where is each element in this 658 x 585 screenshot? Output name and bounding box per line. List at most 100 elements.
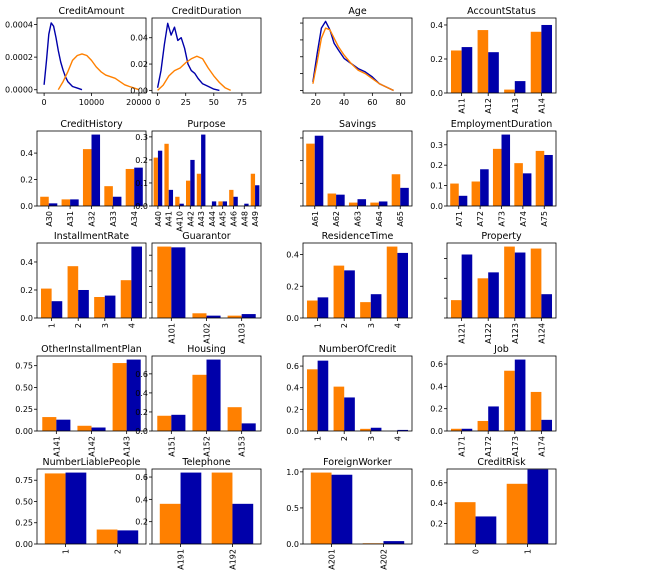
x-tick-label: A42 xyxy=(186,211,195,227)
bar-good-a49 xyxy=(255,185,260,206)
y-tick-label: 0.4 xyxy=(430,21,443,30)
bar-good-a48 xyxy=(244,203,249,206)
bar-bad-a122 xyxy=(477,278,489,318)
bar-good-a103 xyxy=(241,314,256,318)
bar-good-a191 xyxy=(180,472,202,544)
subplot-title: OtherInstallmentPlan xyxy=(41,344,142,355)
subplot-housing: Housing 0.0 0.2 0.4 0.6 A151 A152 A153 xyxy=(135,344,262,457)
bar-good-a73 xyxy=(501,134,511,206)
y-tick-label: 0.25 xyxy=(15,519,33,528)
density-line-bad xyxy=(312,27,394,92)
x-tick-label: A30 xyxy=(45,211,54,227)
y-tick-label: 0.0 xyxy=(430,89,443,98)
bar-bad-a410 xyxy=(175,196,180,206)
bar-bad-a153 xyxy=(227,407,242,431)
x-tick-label: A63 xyxy=(354,211,363,227)
y-tick-label: 0.6 xyxy=(135,473,148,482)
bar-bad-a172 xyxy=(477,420,489,431)
subplot-title: Purpose xyxy=(187,119,225,130)
y-tick-label: 0.25 xyxy=(15,405,33,414)
bar-good-a143 xyxy=(126,359,141,431)
y-tick-label: 0.2 xyxy=(20,286,33,295)
x-tick-label: A12 xyxy=(484,98,493,114)
bar-bad-a63 xyxy=(348,202,358,206)
x-tick-label: A65 xyxy=(396,211,405,227)
x-tick-label: 0 xyxy=(155,98,160,107)
subplot-title: NumberLiablePeople xyxy=(43,457,141,468)
x-tick-label: A31 xyxy=(66,211,75,227)
x-tick-label: 0 xyxy=(472,549,481,554)
bar-good-4 xyxy=(397,252,409,318)
x-tick-label: A13 xyxy=(511,98,520,114)
bar-good-a141 xyxy=(56,419,71,431)
axes-frame xyxy=(446,355,557,432)
x-tick-label: 40 xyxy=(339,98,349,107)
x-tick-label: A14 xyxy=(537,98,546,114)
subplot-title: Age xyxy=(348,6,367,17)
subplot-title: AccountStatus xyxy=(467,6,536,17)
x-tick-label: A143 xyxy=(123,436,132,457)
x-tick-label: A123 xyxy=(511,323,520,344)
y-tick-label: 0.2 xyxy=(135,518,148,527)
bar-bad-a32 xyxy=(82,149,92,206)
x-tick-label: 1 xyxy=(314,323,323,328)
bar-bad-a192 xyxy=(211,472,233,544)
bar-bad-a49 xyxy=(250,173,256,206)
bar-bad-a142 xyxy=(77,425,92,431)
bar-bad-a173 xyxy=(504,370,515,431)
axes-frame xyxy=(446,242,557,319)
axes-frame xyxy=(151,130,262,207)
axes-frame xyxy=(36,468,147,545)
bar-good-a72 xyxy=(480,169,489,206)
bar-good-a101 xyxy=(171,247,186,318)
y-tick-label: 0.0 xyxy=(286,427,299,436)
bar-good-1 xyxy=(317,297,329,318)
bar-good-a74 xyxy=(522,173,532,206)
y-tick-label: 0.0 xyxy=(286,314,299,323)
y-tick-label: 0.6 xyxy=(135,370,148,379)
x-tick-label: A33 xyxy=(109,211,118,227)
subplot-title: ForeignWorker xyxy=(323,457,392,468)
x-tick-label: A71 xyxy=(455,211,464,227)
subplot-title: Property xyxy=(481,231,522,242)
subplot-otherinstallmentplan: OtherInstallmentPlan 0.00 0.25 0.50 0.75 A141… xyxy=(15,344,147,457)
bar-bad-a30 xyxy=(40,196,49,206)
subplot-savings: Savings A61 A62 A63 A64 A65 xyxy=(300,119,413,227)
bar-good-a102 xyxy=(206,315,221,318)
bar-good-a121 xyxy=(461,254,473,318)
bar-good-2 xyxy=(78,289,89,318)
bar-bad-a34 xyxy=(125,168,135,206)
y-tick-label: 0.5 xyxy=(286,504,299,513)
x-tick-label: A43 xyxy=(197,211,206,227)
bar-bad-0 xyxy=(454,502,476,544)
subplot-title: Job xyxy=(493,344,509,355)
bar-good-a174 xyxy=(541,419,553,431)
subplot-title: Housing xyxy=(187,344,226,355)
y-tick-label: 0.4 xyxy=(430,382,443,391)
subplot-title: CreditHistory xyxy=(60,119,123,130)
y-tick-label: 0.2 xyxy=(430,520,443,529)
bar-good-a43 xyxy=(201,134,206,206)
bar-bad-1 xyxy=(44,473,66,544)
subplot-property: Property A121 A122 A123 A124 xyxy=(444,231,557,344)
subplot-title: CreditRisk xyxy=(477,457,526,468)
x-tick-label: 3 xyxy=(101,323,110,328)
x-tick-label: A151 xyxy=(167,436,176,457)
subplot-creditamount: CreditAmount 0.0000 0.0002 0.0004 0 10000 2000… xyxy=(5,6,152,107)
y-tick-label: 0.6 xyxy=(286,362,299,371)
bar-bad-2 xyxy=(67,266,79,318)
subplot-installmentrate: InstallmentRate 0.0 0.2 0.4 1 2 3 4 xyxy=(20,231,147,328)
y-tick-label: 1.0 xyxy=(286,468,299,477)
bar-good-a42 xyxy=(190,159,195,206)
bar-bad-a42 xyxy=(185,180,191,206)
x-tick-label: A74 xyxy=(519,211,528,227)
x-tick-label: A174 xyxy=(537,436,546,457)
subplot-guarantor: Guarantor A101 A102 A103 xyxy=(149,231,262,344)
x-tick-label: 20000 xyxy=(126,98,151,107)
y-tick-label: 0.75 xyxy=(15,362,33,371)
x-tick-label: A72 xyxy=(476,211,485,227)
bar-good-a75 xyxy=(544,154,553,206)
bar-bad-a152 xyxy=(192,374,207,431)
y-tick-label: 0.0002 xyxy=(5,53,33,62)
subplot-employmentduration: EmploymentDuration 0.0 0.1 0.2 0.3 A71 A72 A73 A… xyxy=(430,119,557,227)
